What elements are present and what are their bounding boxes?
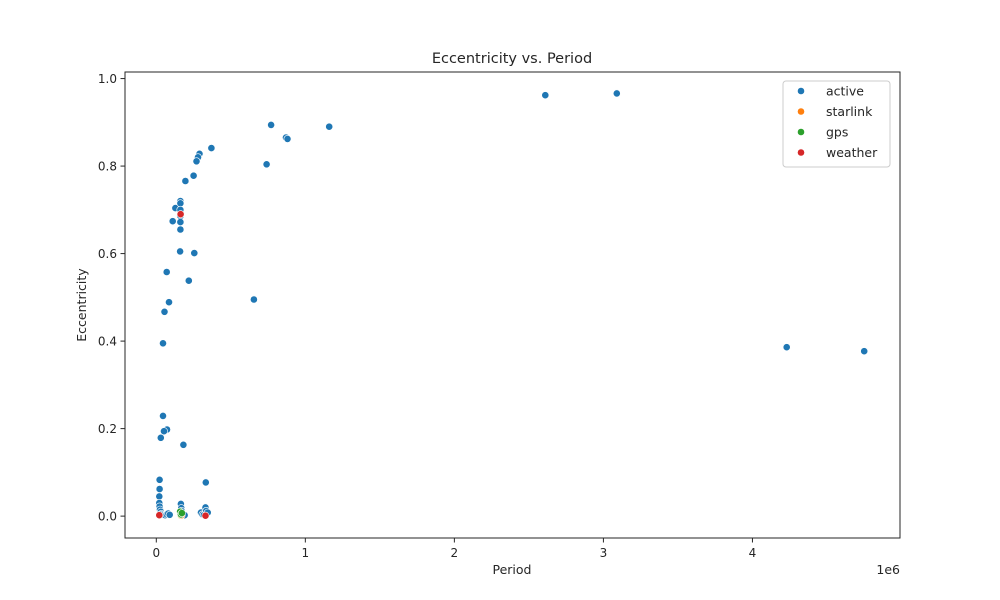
point-active-8 — [262, 160, 271, 169]
y-tick-label-3: 0.6 — [98, 247, 117, 261]
point-active-4 — [267, 121, 275, 129]
point-active-29 — [160, 307, 169, 316]
x-axis-label: Period — [493, 562, 532, 577]
x-tick-label-1: 1 — [302, 546, 310, 560]
legend-marker-weather — [797, 148, 805, 157]
point-active-39 — [155, 492, 164, 501]
legend: active starlink gps weather — [782, 80, 891, 168]
x-tick-label-0: 0 — [152, 546, 160, 560]
y-tick-label-4: 0.8 — [98, 160, 117, 174]
y-tick-label-2: 0.4 — [98, 335, 117, 349]
legend-marker-gps — [797, 128, 805, 136]
x-tick-label-2: 2 — [451, 546, 459, 560]
point-active-38 — [155, 485, 164, 493]
legend-marker-active — [797, 87, 805, 95]
point-active-15 — [181, 177, 190, 185]
point-active-7 — [283, 134, 292, 143]
point-active-16 — [190, 249, 199, 257]
points-layer — [155, 89, 869, 520]
y-tick-label-1: 0.2 — [98, 422, 117, 436]
point-active-5 — [325, 122, 334, 131]
point-active-34 — [156, 433, 165, 442]
point-active-31 — [159, 411, 167, 420]
x-tick-label-4: 4 — [749, 546, 757, 560]
legend-label-starlink: starlink — [826, 104, 873, 119]
point-active-36 — [201, 478, 210, 487]
y-axis-label: Eccentricity — [74, 268, 89, 342]
point-active-27 — [162, 268, 171, 276]
point-active-20 — [176, 199, 185, 208]
point-active-25 — [176, 225, 185, 234]
point-active-10 — [207, 144, 216, 152]
point-active-33 — [160, 427, 168, 436]
point-active-23 — [176, 218, 185, 226]
point-weather-1 — [155, 511, 164, 520]
x-axis: 0 1 2 3 4 — [152, 538, 756, 560]
legend-box — [782, 80, 891, 168]
legend-label-active: active — [826, 84, 864, 99]
point-active-37 — [155, 475, 164, 484]
point-active-1 — [541, 91, 550, 100]
y-axis: 0.0 0.2 0.4 0.6 0.8 1.0 — [98, 72, 125, 524]
point-weather-2 — [201, 511, 210, 520]
legend-label-gps: gps — [826, 125, 848, 140]
point-gps-2 — [177, 509, 186, 517]
legend-marker-starlink — [797, 107, 805, 116]
y-tick-label-5: 1.0 — [98, 72, 117, 86]
point-active-2 — [782, 343, 791, 352]
chart-title: Eccentricity vs. Period — [432, 51, 592, 67]
legend-label-weather: weather — [826, 145, 878, 160]
point-active-9 — [249, 295, 258, 304]
point-active-3 — [860, 347, 869, 356]
point-active-14 — [189, 171, 198, 180]
point-active-24 — [168, 217, 177, 226]
x-tick-label-3: 3 — [600, 546, 608, 560]
point-active-13 — [192, 157, 201, 166]
point-active-30 — [159, 339, 167, 348]
plot-frame — [124, 71, 901, 539]
point-active-28 — [165, 298, 173, 307]
point-weather-0 — [176, 210, 185, 219]
point-active-0 — [612, 89, 621, 98]
point-active-49 — [165, 510, 174, 519]
point-active-17 — [184, 276, 193, 285]
point-active-35 — [179, 440, 188, 449]
x-axis-offset-label: 1e6 — [876, 562, 900, 577]
y-tick-label-0: 0.0 — [98, 510, 117, 524]
point-active-26 — [176, 247, 184, 256]
